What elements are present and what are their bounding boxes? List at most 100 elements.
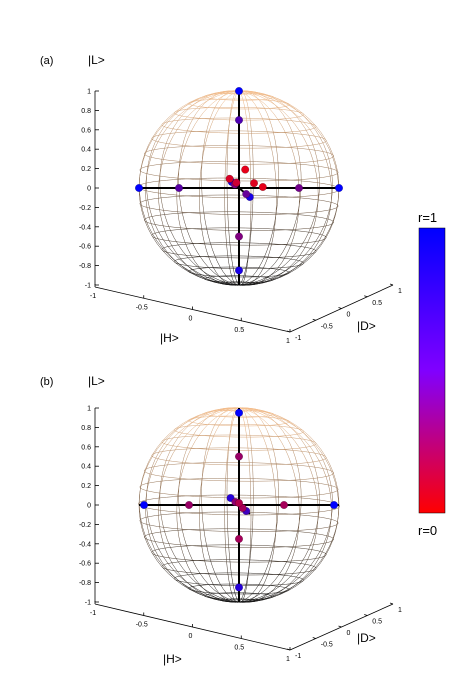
sphere-longitude-line	[248, 457, 250, 466]
sphere-latitude-line	[180, 571, 186, 573]
sphere-longitude-line	[244, 425, 247, 432]
sphere-longitude-line	[189, 98, 197, 103]
sphere-longitude-line	[261, 420, 265, 426]
sphere-longitude-line	[265, 413, 271, 418]
sphere-longitude-line	[291, 111, 299, 118]
sphere-longitude-line	[205, 589, 213, 594]
sphere-longitude-line	[310, 558, 316, 566]
sphere-latitude-line	[312, 144, 317, 146]
sphere-longitude-line	[247, 424, 250, 430]
sphere-longitude-line	[162, 119, 169, 126]
sphere-longitude-line	[250, 228, 252, 236]
sphere-longitude-line	[300, 121, 306, 129]
sphere-latitude-line	[148, 473, 153, 475]
sphere-longitude-line	[265, 574, 268, 581]
sphere-longitude-line	[247, 126, 249, 134]
sphere-latitude-line	[295, 462, 302, 464]
sphere-latitude-line	[305, 134, 311, 136]
sphere-longitude-line	[279, 418, 286, 423]
sphere-longitude-line	[196, 250, 201, 257]
sphere-longitude-line	[145, 218, 149, 227]
sphere-latitude-line	[314, 549, 319, 552]
sphere-longitude-line	[304, 122, 311, 130]
sphere-longitude-line	[264, 276, 270, 280]
sphere-longitude-line	[254, 421, 258, 426]
sphere-latitude-line	[154, 148, 160, 150]
sphere-longitude-line	[199, 171, 201, 180]
sphere-latitude-line	[331, 537, 334, 539]
sphere-longitude-line	[201, 470, 204, 479]
sphere-longitude-line	[245, 585, 247, 591]
sphere-longitude-line	[159, 164, 162, 173]
sphere-latitude-line	[305, 548, 311, 550]
sphere-latitude-line	[168, 444, 172, 446]
sphere-longitude-line	[228, 598, 234, 602]
sphere-longitude-line	[294, 124, 300, 132]
sphere-longitude-line	[172, 564, 178, 572]
sphere-latitude-line	[307, 241, 313, 243]
sphere-longitude-line	[328, 167, 331, 177]
sphere-longitude-line	[170, 443, 175, 451]
sphere-longitude-line	[248, 112, 251, 119]
sphere-longitude-line	[151, 459, 156, 468]
sphere-latitude-line	[288, 109, 293, 111]
sphere-longitude-line	[231, 255, 233, 262]
sphere-longitude-line	[148, 545, 153, 554]
sphere-longitude-line	[168, 254, 176, 261]
sphere-longitude-line	[179, 196, 181, 205]
sphere-longitude-line	[182, 456, 185, 464]
sphere-latitude-line	[159, 458, 164, 461]
sphere-longitude-line	[245, 99, 248, 104]
sphere-longitude-line	[249, 118, 251, 125]
sphere-longitude-line	[322, 468, 327, 477]
sphere-latitude-line	[298, 577, 301, 579]
sphere-longitude-line	[167, 438, 174, 445]
z-tick-label: 0	[87, 186, 91, 193]
sphere-latitude-line	[330, 157, 333, 159]
sphere-latitude-line	[150, 532, 155, 534]
sphere-longitude-line	[226, 244, 228, 252]
sphere-latitude-line	[303, 178, 311, 180]
sphere-longitude-line	[203, 455, 206, 463]
sphere-latitude-line	[301, 145, 308, 147]
panel-b-points	[139, 408, 339, 602]
sphere-longitude-line	[314, 467, 318, 476]
sphere-longitude-line	[332, 215, 336, 224]
sphere-longitude-line	[228, 434, 231, 442]
state-point	[241, 165, 250, 174]
sphere-latitude-line	[154, 214, 160, 217]
sphere-latitude-line	[292, 245, 298, 247]
sphere-latitude-line	[316, 143, 321, 145]
state-point	[232, 178, 241, 187]
sphere-longitude-line	[222, 271, 227, 276]
sphere-longitude-line	[320, 238, 326, 246]
sphere-latitude-line	[153, 232, 156, 235]
sphere-latitude-line	[175, 570, 181, 572]
sphere-longitude-line	[329, 146, 334, 155]
sphere-latitude-line	[310, 494, 318, 497]
sphere-latitude-line	[284, 179, 294, 181]
sphere-latitude-line	[318, 476, 324, 479]
sphere-longitude-line	[318, 166, 320, 175]
sphere-latitude-line	[146, 507, 152, 510]
sphere-longitude-line	[277, 196, 279, 205]
x-tick-label: 1	[286, 338, 290, 345]
sphere-longitude-line	[295, 214, 298, 223]
sphere-latitude-line	[321, 500, 327, 502]
sphere-latitude-line	[163, 567, 166, 570]
sphere-longitude-line	[163, 468, 167, 477]
sphere-longitude-line	[297, 465, 300, 474]
sphere-longitude-line	[200, 162, 203, 172]
sphere-longitude-line	[311, 216, 315, 225]
sphere-longitude-line	[304, 232, 310, 240]
sphere-longitude-line	[332, 530, 336, 539]
sphere-longitude-line	[244, 412, 247, 417]
sphere-longitude-line	[273, 414, 282, 419]
sphere-latitude-line	[306, 564, 310, 566]
sphere-latitude-line	[176, 259, 179, 261]
state-point	[225, 174, 234, 183]
sphere-longitude-line	[203, 424, 209, 430]
sphere-longitude-line	[302, 432, 310, 439]
sphere-longitude-line	[186, 228, 190, 237]
sphere-longitude-line	[255, 409, 261, 412]
